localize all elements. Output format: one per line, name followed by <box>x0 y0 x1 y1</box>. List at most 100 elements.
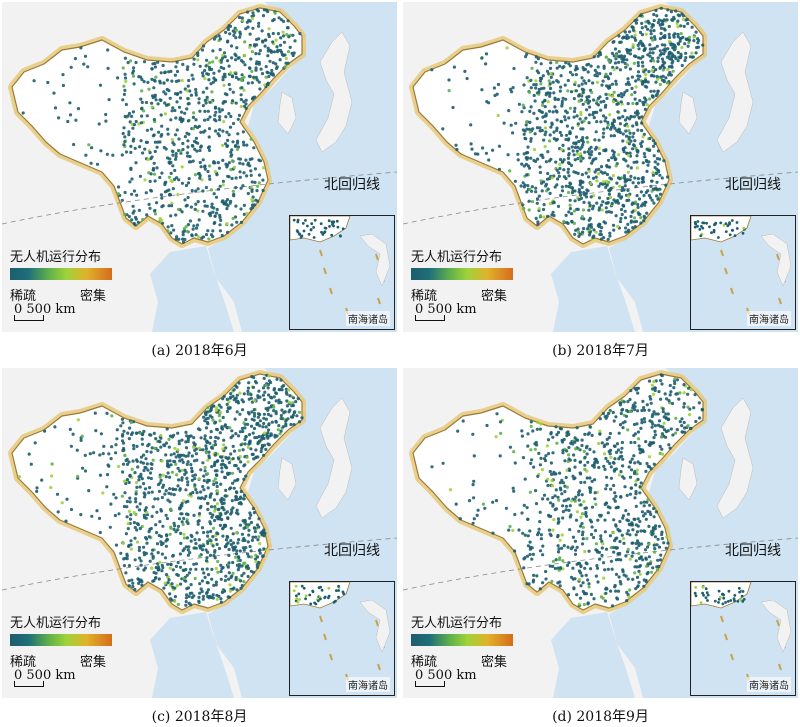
uav-dot <box>242 171 246 175</box>
uav-dot <box>267 401 271 405</box>
uav-dot <box>220 566 224 571</box>
uav-dot <box>187 594 191 598</box>
uav-dot <box>672 33 676 37</box>
uav-dot <box>598 432 602 436</box>
uav-dot <box>175 92 179 96</box>
uav-dot <box>597 550 601 554</box>
uav-dot <box>662 18 666 22</box>
uav-dot <box>694 30 698 34</box>
uav-dot <box>196 496 201 500</box>
uav-dot <box>543 105 547 109</box>
uav-dot <box>201 158 205 162</box>
uav-dot <box>682 405 686 409</box>
uav-dot <box>167 70 171 74</box>
uav-dot <box>648 503 652 507</box>
uav-dot <box>234 396 238 400</box>
uav-dot <box>140 437 144 441</box>
uav-dot <box>683 58 687 63</box>
uav-dot <box>694 51 698 55</box>
uav-dot <box>134 497 138 501</box>
uav-dot <box>137 208 141 212</box>
uav-dot <box>131 110 135 114</box>
uav-dot <box>632 131 636 135</box>
uav-dot <box>604 487 608 491</box>
uav-dot <box>184 430 188 434</box>
inset-dot <box>327 596 330 600</box>
inset-label: 南海诸岛 <box>346 677 390 692</box>
uav-dot <box>650 25 654 29</box>
uav-dot <box>646 163 650 167</box>
uav-dot <box>291 401 295 405</box>
uav-dot <box>172 452 176 456</box>
uav-dot <box>625 599 629 603</box>
uav-dot <box>226 565 230 569</box>
uav-dot <box>642 500 646 504</box>
uav-dot <box>631 577 635 581</box>
uav-dot <box>239 489 243 494</box>
uav-dot <box>169 231 173 235</box>
uav-dot <box>249 393 253 397</box>
uav-dot <box>546 214 550 218</box>
uav-dot <box>542 138 546 142</box>
uav-dot <box>635 472 639 476</box>
uav-dot <box>538 463 542 467</box>
uav-dot <box>512 489 516 493</box>
uav-dot <box>636 64 640 68</box>
uav-dot <box>555 110 559 114</box>
uav-dot <box>596 54 600 58</box>
inset-dot <box>735 221 739 224</box>
uav-dot <box>179 582 183 586</box>
inset-dot <box>731 229 734 232</box>
uav-dot <box>617 50 621 54</box>
uav-dot <box>505 46 509 50</box>
uav-dot <box>522 106 526 110</box>
uav-dot <box>541 553 545 557</box>
uav-dot <box>667 39 672 44</box>
uav-dot <box>200 178 204 182</box>
uav-dot <box>682 24 686 28</box>
uav-dot <box>581 530 585 534</box>
uav-dot <box>633 97 637 101</box>
uav-dot <box>513 461 517 465</box>
uav-dot <box>197 600 201 604</box>
uav-dot <box>219 512 223 516</box>
uav-dot <box>159 71 163 75</box>
uav-dot <box>617 575 621 579</box>
uav-dot <box>592 55 596 59</box>
uav-dot <box>204 101 208 105</box>
uav-dot <box>528 130 532 134</box>
uav-dot <box>597 146 601 150</box>
uav-dot <box>527 90 532 94</box>
uav-dot <box>625 493 629 497</box>
scale-line <box>14 315 44 321</box>
uav-dot <box>173 524 177 528</box>
uav-dot <box>653 550 657 554</box>
uav-dot <box>134 217 138 221</box>
uav-dot <box>194 87 198 92</box>
uav-dot <box>648 97 652 101</box>
uav-dot <box>251 506 255 511</box>
uav-dot <box>634 200 638 204</box>
uav-dot <box>650 69 654 73</box>
inset-dot <box>336 225 340 229</box>
uav-dot <box>277 398 281 402</box>
uav-dot <box>145 541 149 545</box>
uav-dot <box>619 411 623 416</box>
uav-dot <box>256 538 260 542</box>
uav-dot <box>184 600 188 604</box>
uav-dot <box>573 539 577 543</box>
uav-dot <box>258 48 262 53</box>
uav-dot <box>212 71 216 75</box>
uav-dot <box>630 35 634 39</box>
inset-dot <box>702 593 705 597</box>
uav-dot <box>186 65 190 69</box>
uav-dot <box>244 522 248 526</box>
uav-dot <box>582 500 586 504</box>
uav-dot <box>679 52 683 56</box>
uav-dot <box>598 232 602 237</box>
uav-dot <box>621 115 625 119</box>
uav-dot <box>123 76 128 80</box>
uav-dot <box>558 130 562 135</box>
uav-dot <box>229 392 233 396</box>
uav-dot <box>538 165 542 169</box>
